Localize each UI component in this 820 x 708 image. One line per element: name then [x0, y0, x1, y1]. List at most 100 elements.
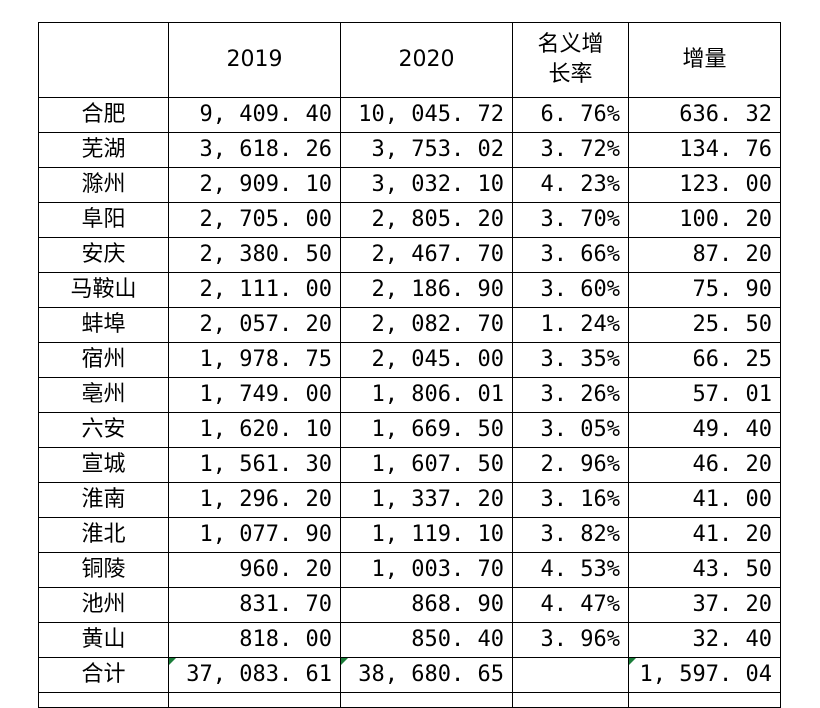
header-cell-increase[interactable]: 增量	[628, 22, 781, 98]
cutoff-cell[interactable]	[38, 692, 169, 708]
total-2019-cell[interactable]: 37, 083. 61	[168, 657, 341, 693]
growth-cell[interactable]: 3. 05%	[512, 412, 629, 448]
value-2020-cell[interactable]: 10, 045. 72	[340, 97, 513, 133]
city-cell[interactable]: 芜湖	[38, 132, 169, 168]
value-2019-cell[interactable]: 1, 749. 00	[168, 377, 341, 413]
value-2019-cell[interactable]: 2, 111. 00	[168, 272, 341, 308]
header-cell-2020[interactable]: 2020	[340, 22, 513, 98]
value-2020-cell[interactable]: 1, 119. 10	[340, 517, 513, 553]
increase-cell[interactable]: 123. 00	[628, 167, 781, 203]
city-cell[interactable]: 马鞍山	[38, 272, 169, 308]
value-2019-cell[interactable]: 818. 00	[168, 622, 341, 658]
value-2020-cell[interactable]: 2, 186. 90	[340, 272, 513, 308]
city-cell[interactable]: 池州	[38, 587, 169, 623]
value-2020-cell[interactable]: 1, 669. 50	[340, 412, 513, 448]
city-cell[interactable]: 黄山	[38, 622, 169, 658]
value-2019-cell[interactable]: 2, 057. 20	[168, 307, 341, 343]
growth-cell[interactable]: 3. 66%	[512, 237, 629, 273]
value-2019-cell[interactable]: 831. 70	[168, 587, 341, 623]
increase-cell[interactable]: 43. 50	[628, 552, 781, 588]
growth-cell[interactable]: 3. 72%	[512, 132, 629, 168]
increase-cell[interactable]: 636. 32	[628, 97, 781, 133]
cutoff-cell[interactable]	[628, 692, 781, 708]
increase-cell[interactable]: 75. 90	[628, 272, 781, 308]
value-2019-cell[interactable]: 2, 705. 00	[168, 202, 341, 238]
city-cell[interactable]: 六安	[38, 412, 169, 448]
table-row: 铜陵 960. 20 1, 003. 70 4. 53% 43. 50	[38, 552, 781, 588]
city-cell[interactable]: 亳州	[38, 377, 169, 413]
header-cell-growth[interactable]: 名义增 长率	[512, 22, 629, 98]
increase-cell[interactable]: 87. 20	[628, 237, 781, 273]
growth-cell[interactable]: 3. 96%	[512, 622, 629, 658]
growth-cell[interactable]: 3. 70%	[512, 202, 629, 238]
table-row: 阜阳 2, 705. 00 2, 805. 20 3. 70% 100. 20	[38, 202, 781, 238]
table-row: 蚌埠 2, 057. 20 2, 082. 70 1. 24% 25. 50	[38, 307, 781, 343]
total-growth-cell[interactable]	[512, 657, 629, 693]
value-2020-cell[interactable]: 2, 045. 00	[340, 342, 513, 378]
growth-cell[interactable]: 3. 26%	[512, 377, 629, 413]
cutoff-cell[interactable]	[512, 692, 629, 708]
total-label-cell[interactable]: 合计	[38, 657, 169, 693]
value-2019-cell[interactable]: 1, 296. 20	[168, 482, 341, 518]
cutoff-cell[interactable]	[168, 692, 341, 708]
value-2020-cell[interactable]: 1, 003. 70	[340, 552, 513, 588]
growth-cell[interactable]: 4. 53%	[512, 552, 629, 588]
city-cell[interactable]: 安庆	[38, 237, 169, 273]
increase-cell[interactable]: 41. 00	[628, 482, 781, 518]
growth-cell[interactable]: 3. 35%	[512, 342, 629, 378]
value-2020-cell[interactable]: 1, 806. 01	[340, 377, 513, 413]
value-2020-cell[interactable]: 1, 607. 50	[340, 447, 513, 483]
value-2020-cell[interactable]: 2, 467. 70	[340, 237, 513, 273]
city-cell[interactable]: 铜陵	[38, 552, 169, 588]
growth-cell[interactable]: 4. 23%	[512, 167, 629, 203]
increase-cell[interactable]: 66. 25	[628, 342, 781, 378]
value-2020-cell[interactable]: 868. 90	[340, 587, 513, 623]
increase-cell[interactable]: 32. 40	[628, 622, 781, 658]
increase-cell[interactable]: 49. 40	[628, 412, 781, 448]
city-cell[interactable]: 蚌埠	[38, 307, 169, 343]
value-2020-cell[interactable]: 1, 337. 20	[340, 482, 513, 518]
total-2020-cell[interactable]: 38, 680. 65	[340, 657, 513, 693]
city-cell[interactable]: 淮北	[38, 517, 169, 553]
increase-cell[interactable]: 134. 76	[628, 132, 781, 168]
value-2019-cell[interactable]: 9, 409. 40	[168, 97, 341, 133]
growth-cell[interactable]: 3. 16%	[512, 482, 629, 518]
city-cell[interactable]: 合肥	[38, 97, 169, 133]
table-row: 亳州 1, 749. 00 1, 806. 01 3. 26% 57. 01	[38, 377, 781, 413]
cutoff-cell[interactable]	[340, 692, 513, 708]
value-2019-cell[interactable]: 3, 618. 26	[168, 132, 341, 168]
increase-cell[interactable]: 57. 01	[628, 377, 781, 413]
value-2020-cell[interactable]: 850. 40	[340, 622, 513, 658]
spreadsheet-table: 2019 2020 名义增 长率 增量 合肥 9, 409. 40 10, 045.…	[38, 22, 781, 708]
header-cell-2019[interactable]: 2019	[168, 22, 341, 98]
growth-cell[interactable]: 6. 76%	[512, 97, 629, 133]
value-2019-cell[interactable]: 1, 561. 30	[168, 447, 341, 483]
value-2019-cell[interactable]: 2, 380. 50	[168, 237, 341, 273]
increase-cell[interactable]: 100. 20	[628, 202, 781, 238]
value-2020-cell[interactable]: 3, 753. 02	[340, 132, 513, 168]
total-increase-cell[interactable]: 1, 597. 04	[628, 657, 781, 693]
header-cell-blank[interactable]	[38, 22, 169, 98]
city-cell[interactable]: 宣城	[38, 447, 169, 483]
city-cell[interactable]: 阜阳	[38, 202, 169, 238]
growth-cell[interactable]: 4. 47%	[512, 587, 629, 623]
growth-cell[interactable]: 2. 96%	[512, 447, 629, 483]
growth-cell[interactable]: 3. 60%	[512, 272, 629, 308]
value-2019-cell[interactable]: 960. 20	[168, 552, 341, 588]
city-cell[interactable]: 宿州	[38, 342, 169, 378]
increase-cell[interactable]: 46. 20	[628, 447, 781, 483]
city-cell[interactable]: 淮南	[38, 482, 169, 518]
growth-cell[interactable]: 1. 24%	[512, 307, 629, 343]
value-2019-cell[interactable]: 1, 077. 90	[168, 517, 341, 553]
growth-cell[interactable]: 3. 82%	[512, 517, 629, 553]
value-2019-cell[interactable]: 1, 620. 10	[168, 412, 341, 448]
city-cell[interactable]: 滁州	[38, 167, 169, 203]
increase-cell[interactable]: 41. 20	[628, 517, 781, 553]
value-2019-cell[interactable]: 1, 978. 75	[168, 342, 341, 378]
value-2020-cell[interactable]: 3, 032. 10	[340, 167, 513, 203]
increase-cell[interactable]: 37. 20	[628, 587, 781, 623]
value-2019-cell[interactable]: 2, 909. 10	[168, 167, 341, 203]
increase-cell[interactable]: 25. 50	[628, 307, 781, 343]
value-2020-cell[interactable]: 2, 082. 70	[340, 307, 513, 343]
value-2020-cell[interactable]: 2, 805. 20	[340, 202, 513, 238]
